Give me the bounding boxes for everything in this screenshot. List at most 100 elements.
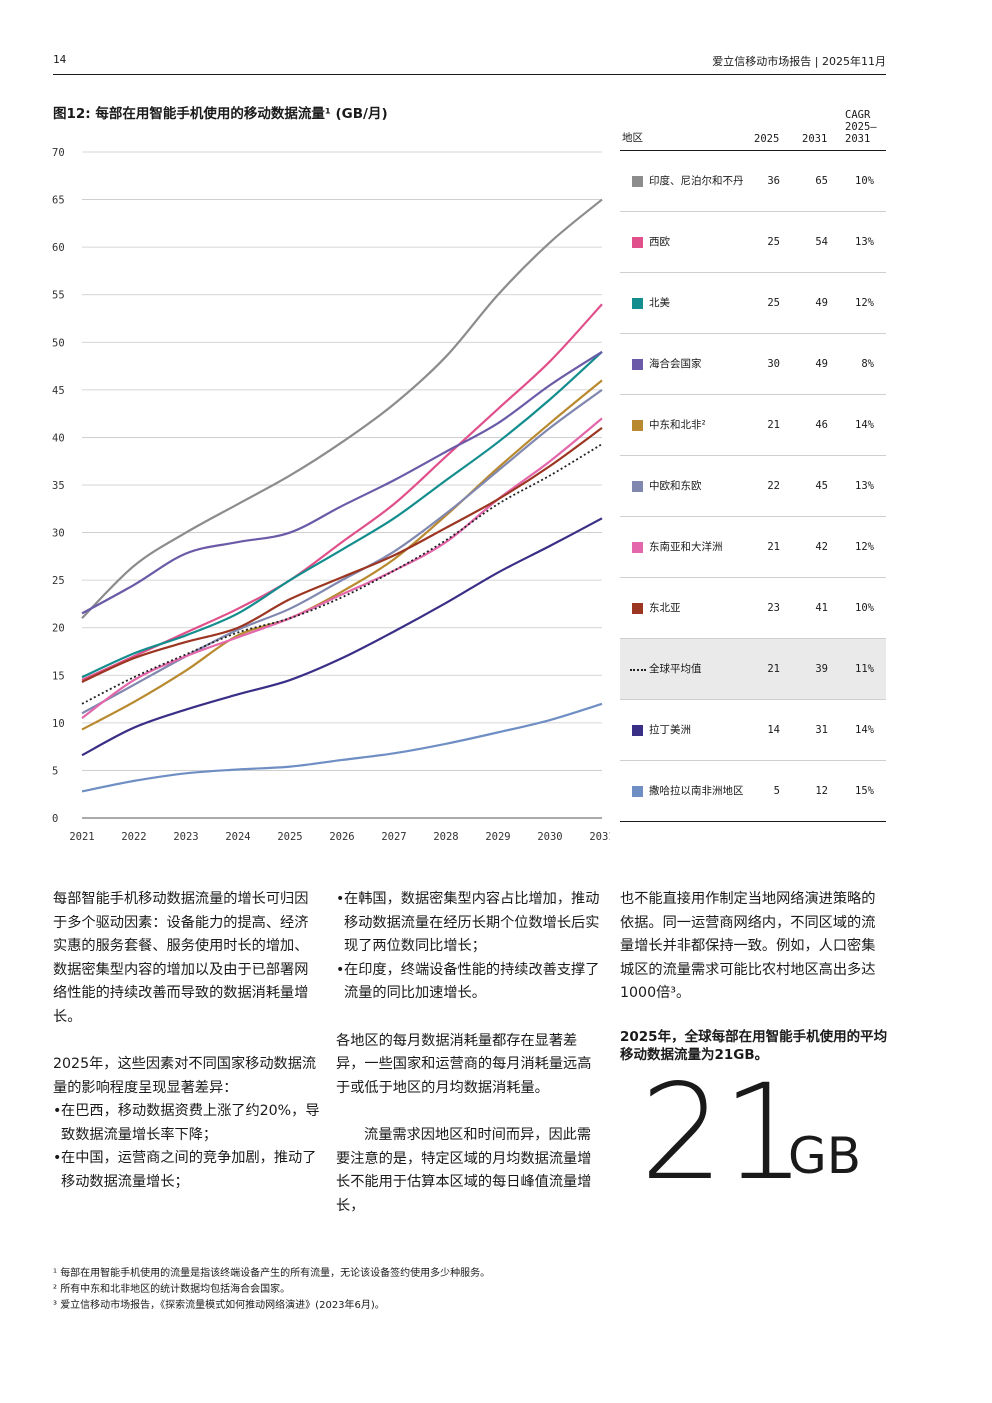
x-tick-label: 2022: [121, 831, 146, 843]
legend-swatch: [632, 237, 643, 248]
series-line-6: [81, 417, 603, 719]
legend-value-cagr: 8%: [861, 358, 874, 370]
x-tick-label: 2024: [225, 831, 250, 843]
paragraph: 2025年，这些因素对不同国家移动数据流量的影响程度呈现显著差异：: [53, 1056, 317, 1096]
y-tick-label: 65: [52, 195, 65, 207]
legend-swatch: [632, 542, 643, 553]
legend-value-2025: 21: [767, 663, 780, 675]
legend-swatch: [632, 481, 643, 492]
bullet-item: 在中国，运营商之间的竞争加剧，推动了移动数据流量增长；: [53, 1147, 321, 1194]
header-2031: 2031: [802, 133, 828, 145]
y-tick-label: 55: [52, 290, 65, 302]
legend-value-cagr: 12%: [855, 297, 874, 309]
legend-value-2025: 36: [767, 175, 780, 187]
legend-table: 地区 2025 2031 CAGR 2025– 2031 印度、尼泊尔和不丹 36…: [620, 106, 886, 822]
series-line-2: [81, 350, 603, 679]
legend-value-2031: 39: [815, 663, 828, 675]
y-tick-label: 20: [52, 623, 65, 635]
legend-region-name: 北美: [649, 297, 670, 309]
legend-swatch-dotted: [630, 669, 646, 671]
legend-value-2025: 21: [767, 419, 780, 431]
legend-value-2025: 23: [767, 602, 780, 614]
legend-value-cagr: 13%: [855, 480, 874, 492]
legend-row: 全球平均值 21 39 11%: [620, 639, 886, 700]
legend-swatch: [632, 176, 643, 187]
legend-region-name: 拉丁美洲: [649, 724, 691, 736]
x-tick-label: 2021: [69, 831, 94, 843]
paragraph: 每部智能手机移动数据流量的增长可归因于多个驱动因素：设备能力的提高、经济实惠的服…: [53, 891, 309, 1025]
y-tick-label: 60: [52, 242, 65, 254]
legend-value-2025: 14: [767, 724, 780, 736]
legend-region-name: 中东和北非²: [649, 419, 706, 431]
x-tick-label: 2027: [381, 831, 406, 843]
text-column-2: 在韩国，数据密集型内容占比增加，推动移动数据流量在经历长期个位数增长后实现了两位…: [336, 888, 604, 1218]
big-stat-unit: GB: [788, 1127, 862, 1185]
y-tick-label: 45: [52, 385, 65, 397]
legend-region-name: 东北亚: [649, 602, 681, 614]
legend-rows: 印度、尼泊尔和不丹 36 65 10% 西欧 25 54 13% 北美 25 49 12% 海合会国家 3…: [620, 151, 886, 822]
y-tick-label: 5: [52, 765, 58, 777]
legend-value-2031: 49: [815, 297, 828, 309]
header-cagr: CAGR 2025– 2031: [845, 109, 877, 145]
y-tick-label: 70: [52, 147, 65, 159]
legend-value-2025: 5: [773, 785, 780, 797]
series-line-7: [81, 427, 603, 683]
header-divider: [53, 74, 886, 75]
footnote-2: ² 所有中东和北非地区的统计数据均包括海合会国家。: [53, 1284, 291, 1295]
y-tick-label: 15: [52, 670, 65, 682]
series-line-4: [81, 379, 603, 731]
legend-value-2031: 65: [815, 175, 828, 187]
legend-value-2031: 41: [815, 602, 828, 614]
legend-region-name: 全球平均值: [649, 663, 702, 675]
legend-swatch: [632, 725, 643, 736]
legend-row: 撒哈拉以南非洲地区 5 12 15%: [620, 761, 886, 822]
legend-value-cagr: 11%: [855, 663, 874, 675]
x-tick-label: 2025: [277, 831, 302, 843]
legend-value-2025: 25: [767, 297, 780, 309]
header-cagr-line3: 2031: [845, 133, 871, 145]
legend-value-2025: 22: [767, 480, 780, 492]
bullet-item: 在巴西，移动数据资费上涨了约20%，导致数据流量增长率下降；: [53, 1100, 321, 1147]
header-cagr-line2: 2025–: [845, 121, 877, 133]
text-column-1: 每部智能手机移动数据流量的增长可归因于多个驱动因素：设备能力的提高、经济实惠的服…: [53, 888, 321, 1194]
series-line-10: [81, 702, 603, 793]
text-column-3: 也不能直接用作制定当地网络演进策略的依据。同一运营商网络内，不同区域的流量增长并…: [620, 888, 888, 1006]
x-tick-label: 2031: [589, 831, 610, 843]
legend-region-name: 东南亚和大洋洲: [649, 541, 723, 553]
legend-region-name: 中欧和东欧: [649, 480, 702, 492]
bullet-item: 在印度，终端设备性能的持续改善支撑了流量的同比加速增长。: [336, 959, 604, 1006]
paragraph: 流量需求因地区和时间而异，因此需要注意的是，特定区域的月均数据流量增长不能用于估…: [336, 1127, 592, 1214]
legend-swatch: [632, 298, 643, 309]
footnote-3: ³ 爱立信移动市场报告，《探索流量模式如何推动网络演进》(2023年6月)。: [53, 1300, 385, 1311]
series-line-3: [81, 350, 603, 615]
series-line-5: [81, 388, 603, 715]
legend-value-2025: 30: [767, 358, 780, 370]
legend-value-2031: 49: [815, 358, 828, 370]
legend-row: 中东和北非² 21 46 14%: [620, 395, 886, 456]
chart-title: 图12: 每部在用智能手机使用的移动数据流量¹ (GB/月): [53, 106, 388, 122]
report-header-title: 爱立信移动市场报告 | 2025年11月: [712, 55, 886, 68]
legend-swatch: [632, 603, 643, 614]
legend-value-cagr: 15%: [855, 785, 874, 797]
x-tick-label: 2023: [173, 831, 198, 843]
legend-value-2031: 54: [815, 236, 828, 248]
legend-value-cagr: 14%: [855, 724, 874, 736]
legend-row: 海合会国家 30 49 8%: [620, 334, 886, 395]
y-tick-label: 0: [52, 813, 58, 825]
legend-row: 西欧 25 54 13%: [620, 212, 886, 273]
paragraph: 各地区的每月数据消耗量都存在显著差异，一些国家和运营商的每月消耗量远高于或低于地…: [336, 1032, 592, 1096]
footnote-1: ¹ 每部在用智能手机使用的流量是指该终端设备产生的所有流量，无论该设备签约使用多…: [53, 1268, 491, 1279]
page-number: 14: [53, 53, 67, 66]
legend-region-name: 撒哈拉以南非洲地区: [649, 785, 744, 797]
legend-row: 拉丁美洲 14 31 14%: [620, 700, 886, 761]
x-tick-label: 2029: [485, 831, 510, 843]
legend-row: 北美 25 49 12%: [620, 273, 886, 334]
header-cagr-line1: CAGR: [845, 109, 871, 121]
legend-swatch: [632, 420, 643, 431]
legend-swatch: [632, 359, 643, 370]
y-tick-label: 35: [52, 480, 65, 492]
header-2025: 2025: [754, 133, 780, 145]
legend-row: 印度、尼泊尔和不丹 36 65 10%: [620, 151, 886, 212]
x-tick-label: 2030: [537, 831, 562, 843]
